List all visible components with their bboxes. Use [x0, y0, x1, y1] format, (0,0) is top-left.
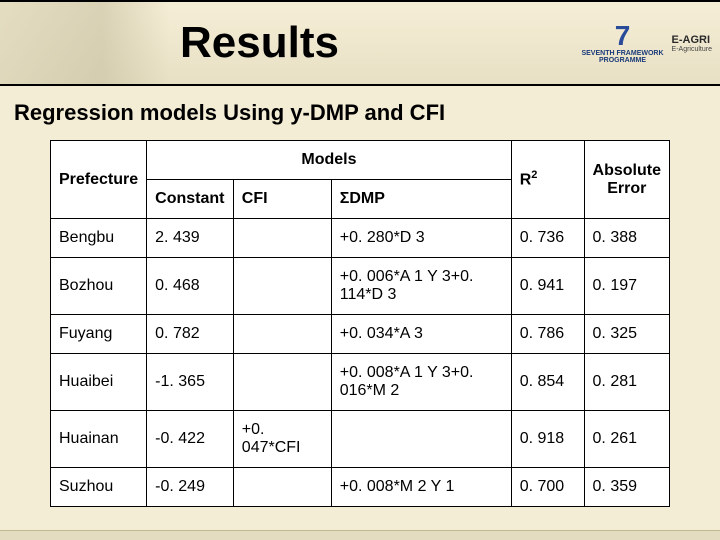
cell-pref: Huainan [51, 411, 147, 468]
eagri-sub: E-Agriculture [672, 46, 712, 53]
footer-strip [0, 530, 720, 540]
r2-label: R [520, 172, 532, 189]
regression-table: Prefecture Models R2 Absolute Error Cons… [50, 140, 670, 507]
table-row: Bengbu 2. 439 +0. 280*D 3 0. 736 0. 388 [51, 219, 670, 258]
table-header-row-1: Prefecture Models R2 Absolute Error [51, 141, 670, 180]
col-r2: R2 [511, 141, 584, 219]
regression-table-wrap: Prefecture Models R2 Absolute Error Cons… [50, 140, 670, 507]
cell-pref: Suzhou [51, 468, 147, 507]
cell-pref: Huaibei [51, 354, 147, 411]
cell-pref: Bengbu [51, 219, 147, 258]
logo-7fp-line2: PROGRAMME [599, 57, 646, 64]
table-row: Suzhou -0. 249 +0. 008*M 2 Y 1 0. 700 0.… [51, 468, 670, 507]
cell-ae: 0. 359 [584, 468, 669, 507]
cell-ae: 0. 325 [584, 315, 669, 354]
cell-const: -0. 422 [147, 411, 234, 468]
cell-const: 0. 468 [147, 258, 234, 315]
page-title: Results [180, 18, 339, 68]
cell-cfi [233, 315, 331, 354]
cell-r2: 0. 700 [511, 468, 584, 507]
cell-const: 2. 439 [147, 219, 234, 258]
eagri-logo: E-AGRI E-Agriculture [672, 34, 712, 53]
col-abs-error: Absolute Error [584, 141, 669, 219]
logo-7fp-line1: SEVENTH FRAMEWORK [581, 50, 663, 57]
cell-cfi [233, 354, 331, 411]
cell-ae: 0. 281 [584, 354, 669, 411]
cell-const: -1. 365 [147, 354, 234, 411]
r2-sup: 2 [531, 169, 537, 181]
cell-const: -0. 249 [147, 468, 234, 507]
seven-numeral: 7 [581, 22, 663, 50]
cell-cfi [233, 219, 331, 258]
cell-pref: Bozhou [51, 258, 147, 315]
col-sdmp: ΣDMP [331, 180, 511, 219]
col-prefecture: Prefecture [51, 141, 147, 219]
seventh-framework-logo: 7 SEVENTH FRAMEWORK PROGRAMME [581, 22, 663, 64]
col-constant: Constant [147, 180, 234, 219]
wheat-background-image [0, 2, 170, 84]
cell-r2: 0. 941 [511, 258, 584, 315]
cell-cfi: +0. 047*CFI [233, 411, 331, 468]
cell-r2: 0. 786 [511, 315, 584, 354]
cell-ae: 0. 261 [584, 411, 669, 468]
table-row: Fuyang 0. 782 +0. 034*A 3 0. 786 0. 325 [51, 315, 670, 354]
table-row: Bozhou 0. 468 +0. 006*A 1 Y 3+0. 114*D 3… [51, 258, 670, 315]
table-row: Huaibei -1. 365 +0. 008*A 1 Y 3+0. 016*M… [51, 354, 670, 411]
cell-sdmp: +0. 006*A 1 Y 3+0. 114*D 3 [331, 258, 511, 315]
eagri-text: E-AGRI [672, 34, 712, 46]
cell-sdmp: +0. 008*A 1 Y 3+0. 016*M 2 [331, 354, 511, 411]
subtitle: Regression models Using y-DMP and CFI [14, 100, 720, 126]
logo-block: 7 SEVENTH FRAMEWORK PROGRAMME E-AGRI E-A… [581, 2, 720, 84]
col-models: Models [147, 141, 512, 180]
cell-ae: 0. 197 [584, 258, 669, 315]
cell-r2: 0. 736 [511, 219, 584, 258]
header-band: Results 7 SEVENTH FRAMEWORK PROGRAMME E-… [0, 0, 720, 86]
cell-cfi [233, 258, 331, 315]
table-row: Huainan -0. 422 +0. 047*CFI 0. 918 0. 26… [51, 411, 670, 468]
cell-sdmp: +0. 008*M 2 Y 1 [331, 468, 511, 507]
cell-sdmp: +0. 034*A 3 [331, 315, 511, 354]
table-body: Bengbu 2. 439 +0. 280*D 3 0. 736 0. 388 … [51, 219, 670, 507]
cell-cfi [233, 468, 331, 507]
cell-const: 0. 782 [147, 315, 234, 354]
cell-pref: Fuyang [51, 315, 147, 354]
cell-r2: 0. 854 [511, 354, 584, 411]
col-cfi: CFI [233, 180, 331, 219]
cell-sdmp [331, 411, 511, 468]
cell-sdmp: +0. 280*D 3 [331, 219, 511, 258]
cell-ae: 0. 388 [584, 219, 669, 258]
cell-r2: 0. 918 [511, 411, 584, 468]
